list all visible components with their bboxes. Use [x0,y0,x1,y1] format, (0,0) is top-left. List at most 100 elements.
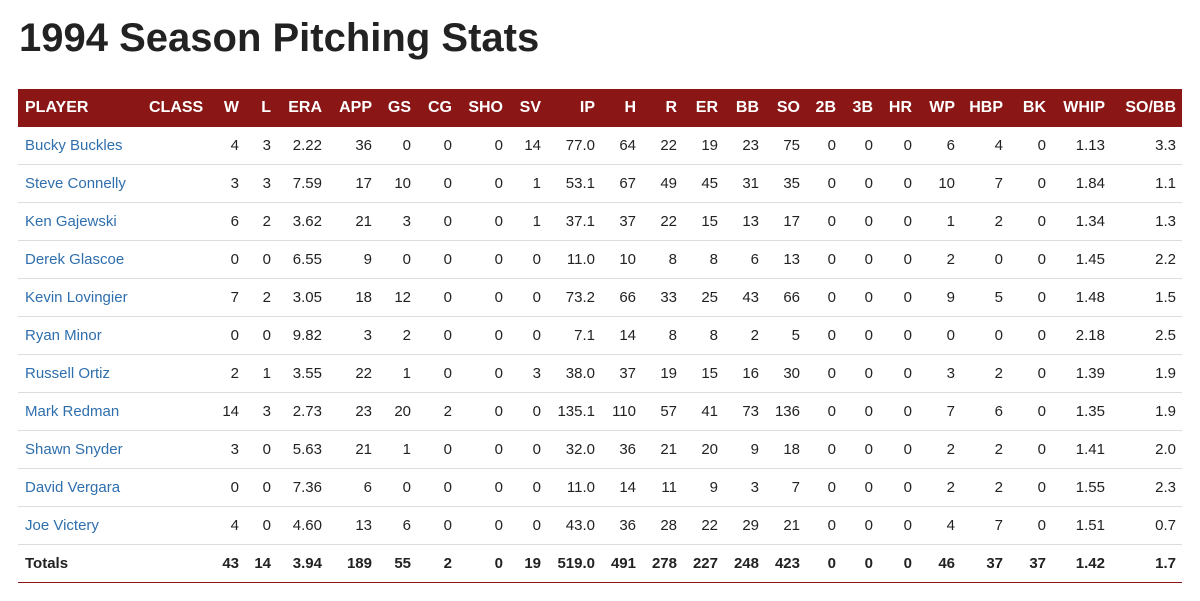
stat-cell: 0 [417,506,458,545]
stat-cell: 43.0 [547,506,601,545]
stat-cell: 0 [842,468,879,507]
stat-cell: 19 [683,127,724,165]
column-header: PLAYER [18,89,142,127]
stat-cell: 22 [328,354,378,393]
player-link[interactable]: Joe Victery [25,517,99,534]
column-header: APP [328,89,378,127]
stat-cell: 0 [378,127,417,165]
total-cell: 19 [509,544,547,583]
stat-cell: 6 [724,240,765,279]
stat-cell: 0 [417,430,458,469]
stat-cell: 1.34 [1052,202,1111,241]
total-cell: 423 [765,544,806,583]
stat-cell: 18 [765,430,806,469]
stat-cell: 0 [1009,354,1052,393]
stat-cell: 1.13 [1052,127,1111,165]
stat-cell: 3.55 [277,354,328,393]
player-link[interactable]: Russell Ortiz [25,365,111,382]
stat-cell: 1.1 [1111,164,1182,203]
stat-cell: 1 [509,202,547,241]
column-header: L [245,89,277,127]
stat-cell: 25 [683,278,724,317]
stat-cell: 0 [378,240,417,279]
stat-cell: 0 [879,354,918,393]
player-row: Mark Redman 14 3 2.73 23 20 2 0 0 135.1 110 57 41 73 1… [18,392,1182,431]
stat-cell: 2 [961,354,1009,393]
stat-cell: 3 [378,202,417,241]
stat-cell: 31 [724,164,765,203]
stat-cell: 0 [1009,316,1052,355]
player-link[interactable]: Ryan Minor [25,327,102,344]
stat-cell: 0 [806,468,842,507]
class-cell [142,468,213,507]
stat-cell: 0 [879,164,918,203]
stat-cell: 64 [601,127,642,165]
stat-cell: 0 [879,202,918,241]
stat-cell: 0 [1009,430,1052,469]
player-cell: Kevin Lovingier [18,278,142,317]
player-link[interactable]: Derek Glascoe [25,251,125,268]
total-cell: 43 [213,544,245,583]
stat-cell: 0 [842,506,879,545]
stat-cell: 0 [458,164,509,203]
player-link[interactable]: David Vergara [25,479,121,496]
stat-cell: 9 [918,278,961,317]
stat-cell: 6 [213,202,245,241]
stat-cell: 6 [918,127,961,165]
stat-cell: 0 [417,202,458,241]
stat-cell: 0 [879,240,918,279]
stat-cell: 11.0 [547,468,601,507]
stat-cell: 1 [509,164,547,203]
stat-cell: 0 [509,430,547,469]
stat-cell: 18 [328,278,378,317]
stat-cell: 4.60 [277,506,328,545]
player-link[interactable]: Mark Redman [25,403,120,420]
player-link[interactable]: Kevin Lovingier [25,289,128,306]
total-cell: 1.7 [1111,544,1182,583]
stat-cell: 0 [879,468,918,507]
class-cell [142,544,213,583]
player-cell: Derek Glascoe [18,240,142,279]
player-link[interactable]: Ken Gajewski [25,213,117,230]
stat-cell: 0 [961,240,1009,279]
stat-cell: 2 [724,316,765,355]
column-header: SO/BB [1111,89,1182,127]
stat-cell: 2 [245,202,277,241]
stat-cell: 2 [213,354,245,393]
player-link[interactable]: Shawn Snyder [25,441,123,458]
class-cell [142,506,213,545]
stat-cell: 0 [842,430,879,469]
stat-cell: 4 [213,127,245,165]
stat-cell: 0 [806,430,842,469]
total-cell: 278 [642,544,683,583]
stat-cell: 1.48 [1052,278,1111,317]
stat-cell: 1.3 [1111,202,1182,241]
class-cell [142,127,213,165]
total-cell: 0 [806,544,842,583]
stat-cell: 23 [328,392,378,431]
stat-cell: 14 [601,468,642,507]
stat-cell: 0 [806,202,842,241]
player-link[interactable]: Bucky Buckles [25,137,123,154]
stat-cell: 66 [601,278,642,317]
stat-cell: 0 [509,240,547,279]
player-row: Russell Ortiz 2 1 3.55 22 1 0 0 3 38.0 37 19 15 16 30 0… [18,354,1182,393]
stat-cell: 57 [642,392,683,431]
stat-cell: 1.35 [1052,392,1111,431]
stat-cell: 2 [378,316,417,355]
total-cell: 0 [879,544,918,583]
stat-cell: 0 [806,506,842,545]
player-link[interactable]: Steve Connelly [25,175,126,192]
stat-cell: 3.05 [277,278,328,317]
stat-cell: 13 [328,506,378,545]
stat-cell: 0.7 [1111,506,1182,545]
stat-cell: 0 [417,240,458,279]
column-header: CLASS [142,89,213,127]
class-cell [142,316,213,355]
total-cell: 519.0 [547,544,601,583]
stat-cell: 43 [724,278,765,317]
column-header: CG [417,89,458,127]
stat-cell: 0 [509,316,547,355]
stat-cell: 0 [1009,202,1052,241]
